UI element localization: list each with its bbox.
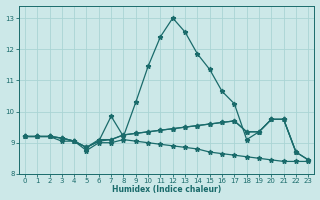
X-axis label: Humidex (Indice chaleur): Humidex (Indice chaleur) [112, 185, 221, 194]
